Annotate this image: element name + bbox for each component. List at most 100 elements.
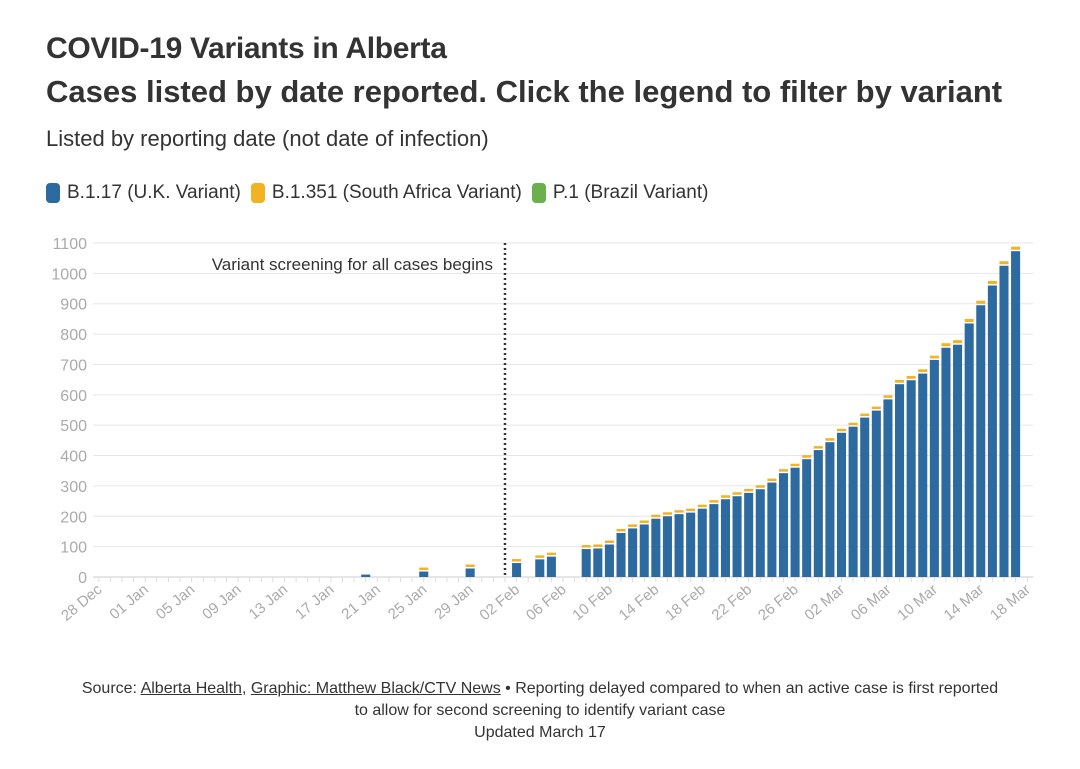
source-prefix: Source: <box>81 680 141 697</box>
footer-note-line-2: to allow for second screening to identif… <box>354 702 726 719</box>
bar-uk <box>790 467 800 577</box>
x-tick-label: 22 Feb <box>709 581 756 624</box>
updated-date: Updated March 17 <box>474 724 606 741</box>
bar-uk <box>999 265 1009 577</box>
legend-label: B.1.17 (U.K. Variant) <box>67 182 241 203</box>
bar-uk <box>546 556 556 577</box>
graphic-credit-link[interactable]: Graphic: Matthew Black/CTV News <box>250 680 501 697</box>
legend-swatch <box>46 183 60 203</box>
bar-uk <box>813 450 823 577</box>
bar-south-africa <box>1011 246 1021 250</box>
source-link[interactable]: Alberta Health <box>140 680 242 697</box>
bar-uk <box>697 508 707 577</box>
bar-uk <box>906 380 916 577</box>
bar-south-africa <box>512 559 522 562</box>
bar-uk <box>929 359 939 577</box>
bar-uk <box>836 432 847 577</box>
x-tick-label: 05 Jan <box>153 581 198 623</box>
bar-south-africa <box>836 428 847 432</box>
bar-uk <box>987 285 997 577</box>
y-tick-label: 900 <box>60 297 87 314</box>
bar-south-africa <box>581 545 591 548</box>
bar-south-africa <box>546 552 556 556</box>
legend-item-uk[interactable]: B.1.17 (U.K. Variant) <box>46 182 241 204</box>
y-tick-label: 300 <box>60 479 87 496</box>
bar-south-africa <box>755 485 765 488</box>
bar-uk <box>593 548 603 577</box>
y-tick-label: 500 <box>60 418 87 435</box>
x-tick-label: 28 Dec <box>58 581 106 625</box>
bar-south-africa <box>871 406 881 410</box>
y-tick-label: 1100 <box>53 236 88 253</box>
bar-south-africa <box>929 355 939 359</box>
bar-south-africa <box>593 544 603 547</box>
bar-uk <box>651 518 661 577</box>
bar-south-africa <box>906 376 916 379</box>
legend-item-brazil[interactable]: P.1 (Brazil Variant) <box>531 182 708 204</box>
x-tick-label: 14 Mar <box>941 581 988 624</box>
legend-swatch <box>250 183 265 203</box>
bar-south-africa <box>883 395 893 398</box>
bar-south-africa <box>802 455 812 458</box>
bar-south-africa <box>697 504 707 508</box>
bar-uk <box>767 482 777 577</box>
bar-uk <box>639 524 649 577</box>
x-tick-label: 29 Jan <box>431 581 476 623</box>
bar-south-africa <box>639 520 649 523</box>
x-tick-label: 13 Jan <box>246 581 291 623</box>
y-tick-label: 600 <box>60 388 87 405</box>
bar-south-africa <box>686 508 696 512</box>
legend-item-south-africa[interactable]: B.1.351 (South Africa Variant) <box>250 182 522 204</box>
x-tick-label: 06 Mar <box>848 581 895 624</box>
bar-uk <box>616 532 626 577</box>
bar-south-africa <box>767 478 777 482</box>
bar-south-africa <box>628 524 638 527</box>
bar-uk <box>755 489 765 577</box>
bar-south-africa <box>813 446 823 449</box>
bar-south-africa <box>976 300 986 304</box>
bar-uk <box>778 473 789 577</box>
bar-uk <box>662 516 672 577</box>
legend-label: B.1.351 (South Africa Variant) <box>271 182 522 203</box>
variant-bar-chart: 0 100 200 300 400 500 600 700 800 900 1000 1100 28 D… <box>51 236 1033 625</box>
bar-uk <box>918 373 928 577</box>
chart-subtitle: Cases listed by date reported. Click the… <box>46 74 1003 109</box>
y-tick-label: 800 <box>60 327 87 344</box>
bar-south-africa <box>419 567 429 571</box>
bar-uk <box>604 544 614 577</box>
bar-south-africa <box>535 555 545 558</box>
bar-south-africa <box>848 422 858 426</box>
bar-uk <box>976 305 986 577</box>
bar-uk <box>941 347 951 577</box>
y-tick-label: 700 <box>60 357 87 374</box>
bar-south-africa <box>895 379 905 383</box>
bar-south-africa <box>604 540 614 544</box>
bar-south-africa <box>964 318 974 322</box>
bar-south-africa <box>744 488 754 492</box>
bar-south-africa <box>651 514 661 518</box>
bar-uk <box>465 568 475 577</box>
bar-uk <box>628 528 638 577</box>
x-tick-label: 21 Jan <box>338 581 383 623</box>
y-tick-label: 400 <box>60 449 87 466</box>
footer-bullet: • <box>500 680 516 697</box>
bar-south-africa <box>674 510 684 513</box>
legend-swatch <box>531 183 546 203</box>
bar-south-africa <box>999 261 1009 265</box>
chart-note: Listed by reporting date (not date of in… <box>46 126 489 151</box>
y-tick-label: 100 <box>60 540 87 557</box>
y-tick-label: 1000 <box>51 266 87 283</box>
x-tick-label: 10 Feb <box>569 581 616 624</box>
bar-south-africa <box>941 343 951 347</box>
footer-note-line-1: Reporting delayed compared to when an ac… <box>515 680 999 697</box>
bar-uk <box>674 514 684 577</box>
bar-uk <box>1011 251 1021 577</box>
bar-uk <box>581 549 591 577</box>
bar-south-africa <box>720 495 730 498</box>
bar-south-africa <box>790 463 800 467</box>
bar-uk <box>744 492 754 577</box>
x-tick-label: 02 Feb <box>476 581 523 624</box>
bar-uk <box>895 384 905 577</box>
chart-title: COVID-19 Variants in Alberta <box>46 32 447 65</box>
bar-south-africa <box>860 413 870 417</box>
